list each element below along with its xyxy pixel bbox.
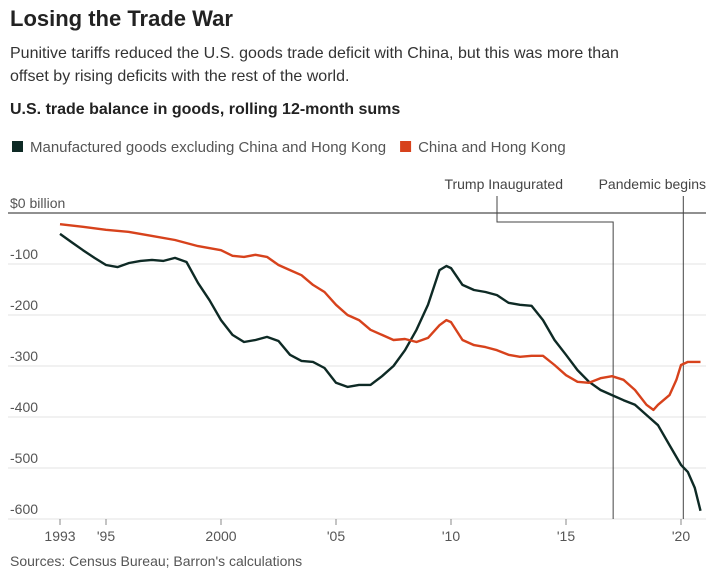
- series-line: [59, 232, 702, 512]
- x-tick-label: '15: [557, 528, 575, 544]
- annotation-line: [496, 196, 614, 519]
- legend-label: Manufactured goods excluding China and H…: [30, 139, 386, 156]
- x-tick-label: '05: [327, 528, 345, 544]
- y-tick-label: -100: [10, 246, 38, 262]
- legend-swatch: [12, 141, 23, 152]
- y-tick-label: $0 billion: [10, 195, 65, 211]
- legend-swatch: [400, 141, 412, 152]
- y-tick-label: -500: [10, 450, 38, 466]
- legend-label: China and Hong Kong: [418, 139, 566, 156]
- x-tick-label: '10: [442, 528, 460, 544]
- y-tick-label: -200: [10, 297, 38, 313]
- annotation-label: Pandemic begins: [599, 176, 706, 192]
- subtitle-line: Punitive tariffs reduced the U.S. goods …: [10, 45, 619, 62]
- annotation-label: Trump Inaugurated: [444, 176, 563, 192]
- series-line: [59, 223, 701, 412]
- x-tick-label: '95: [97, 528, 115, 544]
- x-tick-label: '20: [672, 528, 690, 544]
- chart-heading: U.S. trade balance in goods, rolling 12-…: [10, 101, 400, 118]
- x-tick-label: 1993: [44, 528, 75, 544]
- y-tick-label: -300: [10, 348, 38, 364]
- y-tick-label: -400: [10, 399, 38, 415]
- y-tick-label: -600: [10, 501, 38, 517]
- x-tick-label: 2000: [205, 528, 236, 544]
- subtitle-line: offset by rising deficits with the rest …: [10, 68, 349, 85]
- chart-title: Losing the Trade War: [10, 6, 233, 31]
- source: Sources: Census Bureau; Barron's calcula…: [10, 553, 302, 569]
